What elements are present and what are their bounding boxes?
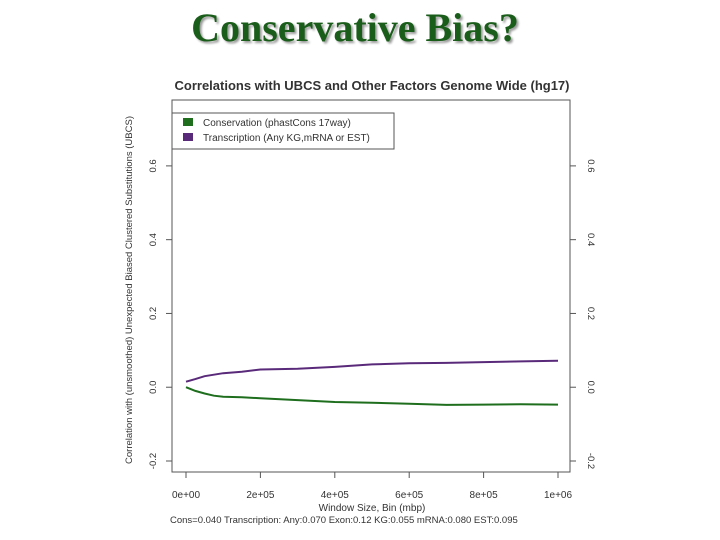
- chart-footnote: Cons=0.040 Transcription: Any:0.070 Exon…: [170, 515, 518, 526]
- y-tick-label-right: -0.2: [585, 453, 596, 469]
- legend-label-transcription: Transcription (Any KG,mRNA or EST): [203, 133, 370, 144]
- legend-swatch-transcription: [183, 133, 193, 141]
- series-layer: [185, 359, 559, 406]
- y-tick-label-right: 0.6: [585, 159, 596, 172]
- y-axis-label: Correlation with (unsmoothed) Unexpected…: [124, 116, 135, 464]
- y-tick-label-left: 0.0: [148, 381, 159, 394]
- slide-title: Conservative Bias?: [191, 5, 519, 50]
- x-tick-label: 8e+05: [470, 490, 499, 501]
- plot-frame: [171, 99, 571, 473]
- y-tick-label-right: 0.4: [585, 233, 596, 246]
- x-tick-label: 4e+05: [321, 490, 350, 501]
- series-line-transcription: [185, 359, 559, 383]
- y-tick-label-right: 0.2: [585, 307, 596, 320]
- x-axis: 0e+00 2e+05 4e+05 6e+05 8e+05 1e+06: [172, 471, 573, 501]
- x-axis-label: Window Size, Bin (mbp): [319, 503, 426, 514]
- legend: Conservation (phastCons 17way) Transcrip…: [171, 112, 395, 150]
- x-tick-label: 0e+00: [172, 490, 201, 501]
- x-tick-label: 2e+05: [246, 490, 275, 501]
- legend-box: [171, 112, 395, 150]
- chart-title: Correlations with UBCS and Other Factors…: [175, 78, 570, 93]
- y-tick-label-left: 0.2: [148, 307, 159, 320]
- x-tick-label: 6e+05: [395, 490, 424, 501]
- y-tick-label-left: 0.6: [148, 159, 159, 172]
- legend-swatch-conservation: [183, 118, 193, 126]
- series-line-conservation: [185, 386, 559, 406]
- legend-label-conservation: Conservation (phastCons 17way): [203, 118, 351, 129]
- y-axis-right: -0.2 0.0 0.2 0.4 0.6: [570, 159, 596, 469]
- y-axis-left: -0.2 0.0 0.2 0.4 0.6: [148, 159, 172, 469]
- y-tick-label-left: 0.4: [148, 233, 159, 246]
- y-tick-label-left: -0.2: [148, 453, 159, 469]
- y-tick-label-right: 0.0: [585, 381, 596, 394]
- x-tick-label: 1e+06: [544, 490, 573, 501]
